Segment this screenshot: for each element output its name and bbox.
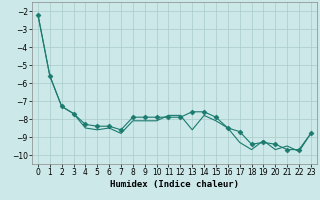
X-axis label: Humidex (Indice chaleur): Humidex (Indice chaleur) (110, 180, 239, 189)
